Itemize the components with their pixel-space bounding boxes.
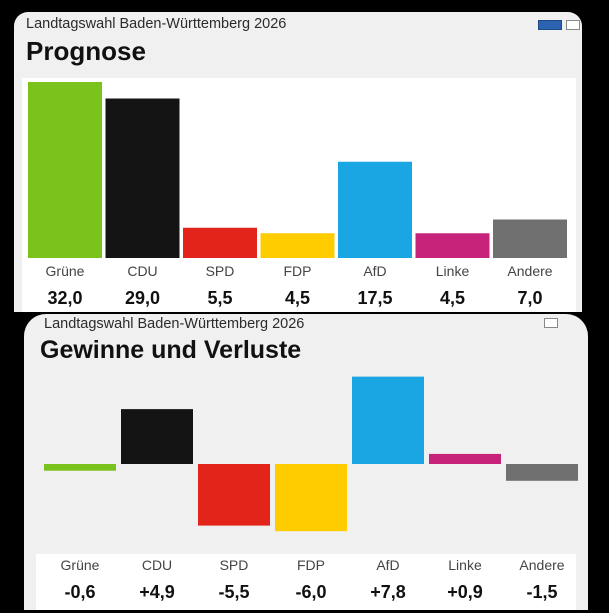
- label-area: [36, 554, 576, 610]
- page-title: Gewinne und Verluste: [40, 336, 302, 364]
- bar-spd: [198, 464, 270, 526]
- gewinne-panel: Landtagswahl Baden-Württemberg 2026 Gewi…: [24, 314, 588, 610]
- tick-label-cdu: CDU: [127, 263, 157, 279]
- bar-fdp: [260, 233, 335, 258]
- data-label-gruene: 32,0: [47, 288, 82, 308]
- tick-label-spd: SPD: [220, 557, 249, 573]
- window-tabs-icon[interactable]: [538, 20, 562, 30]
- tick-label-gruene: Grüne: [61, 557, 100, 573]
- bar-andere: [493, 219, 567, 258]
- bar-cdu: [121, 409, 193, 464]
- data-label-fdp: 4,5: [285, 288, 310, 308]
- tick-label-afd: AfD: [376, 557, 399, 573]
- data-label-afd: 17,5: [357, 288, 392, 308]
- prognose-chart: Grüne 32,0 CDU 29,0 SPD 5,5 FDP 4,5 AfD 17,5 Linke…: [28, 82, 567, 308]
- supertitle: Landtagswahl Baden-Württemberg 2026: [44, 316, 305, 332]
- bar-cdu: [105, 98, 180, 258]
- data-label-cdu: +4,9: [139, 582, 175, 602]
- tick-label-andere: Andere: [507, 263, 552, 279]
- data-label-afd: +7,8: [370, 582, 406, 602]
- tick-label-linke: Linke: [436, 263, 470, 279]
- bar-gruene: [44, 464, 116, 471]
- tick-label-spd: SPD: [206, 263, 235, 279]
- supertitle: Landtagswahl Baden-Württemberg 2026: [26, 16, 287, 32]
- data-label-spd: -5,5: [218, 582, 249, 602]
- window-tab-icon[interactable]: [544, 318, 558, 328]
- data-label-andere: -1,5: [526, 582, 557, 602]
- bar-linke: [429, 453, 501, 464]
- data-label-linke: +0,9: [447, 582, 483, 602]
- bar-linke: [415, 233, 490, 258]
- data-label-gruene: -0,6: [64, 582, 95, 602]
- bar-afd: [352, 376, 424, 464]
- window-tab-icon[interactable]: [566, 20, 580, 30]
- data-label-andere: 7,0: [517, 288, 542, 308]
- bar-gruene: [28, 82, 102, 258]
- page-title: Prognose: [26, 36, 146, 66]
- tick-label-andere: Andere: [519, 557, 564, 573]
- data-label-cdu: 29,0: [125, 288, 160, 308]
- tick-label-linke: Linke: [448, 557, 482, 573]
- data-label-spd: 5,5: [207, 288, 232, 308]
- tick-label-fdp: FDP: [297, 557, 325, 573]
- bar-spd: [183, 227, 257, 258]
- bar-andere: [506, 464, 578, 481]
- data-label-linke: 4,5: [440, 288, 465, 308]
- tick-label-cdu: CDU: [142, 557, 172, 573]
- bar-afd: [338, 161, 412, 258]
- tick-label-gruene: Grüne: [46, 263, 85, 279]
- tick-label-fdp: FDP: [284, 263, 312, 279]
- gewinne-chart: Grüne -0,6 CDU +4,9 SPD -5,5 FDP -6,0 AfD +7,8 Lin…: [44, 376, 578, 602]
- bar-fdp: [275, 464, 347, 532]
- data-label-fdp: -6,0: [295, 582, 326, 602]
- tick-label-afd: AfD: [363, 263, 386, 279]
- prognose-panel: Landtagswahl Baden-Württemberg 2026 Prog…: [14, 12, 582, 312]
